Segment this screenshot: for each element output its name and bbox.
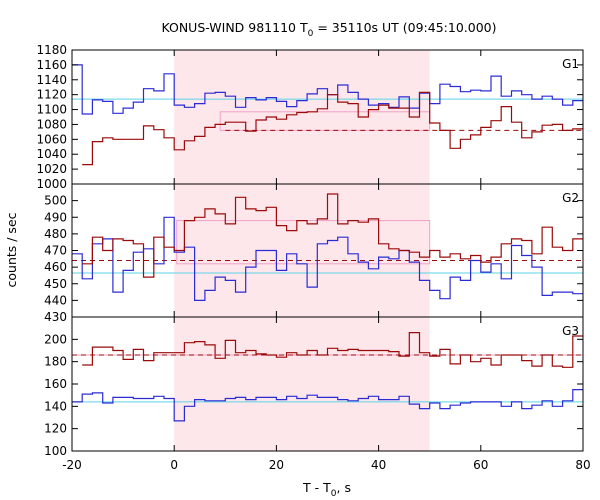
y-tick-label: 120 [44,422,67,436]
x-tick-label: 20 [269,458,284,472]
g3-red-series [82,332,583,368]
g2-red-series [82,193,583,278]
y-tick-label: 460 [44,260,67,274]
y-tick-label: 1100 [36,103,67,117]
y-tick-label: 480 [44,227,67,241]
y-tick-label: 1060 [36,132,67,146]
chart-title: KONUS-WIND 981110 T0 = 35110s UT (09:45:… [161,20,496,39]
y-tick-label: 1000 [36,177,67,191]
y-tick-label: 1080 [36,117,67,131]
g2-blue-series [72,216,583,301]
x-tick-label: 60 [473,458,488,472]
y-tick-label: 160 [44,377,67,391]
y-tick-label: 1180 [36,43,67,57]
x-tick-label: 80 [575,458,590,472]
y-tick-label: 500 [44,194,67,208]
g3-blue-series [72,389,583,422]
y-axis-label: counts / sec [4,212,19,287]
y-tick-label: 1140 [36,73,67,87]
y-tick-label: 180 [44,355,67,369]
y-tick-label: 1160 [36,58,67,72]
y-tick-label: 1120 [36,88,67,102]
g1-blue-series [72,64,583,115]
y-tick-label: 490 [44,210,67,224]
x-axis-label: T - T0, s [302,480,351,499]
y-tick-label: 1020 [36,162,67,176]
y-tick-label: 440 [44,293,67,307]
x-tick-label: 40 [371,458,386,472]
y-tick-label: 1040 [36,147,67,161]
y-tick-label: 430 [44,310,67,324]
g1-red-series [82,91,583,166]
y-tick-label: 100 [44,444,67,458]
plot-layer: 1000102010401060108011001120114011601180… [36,43,590,472]
shaded-interval [174,50,430,451]
x-tick-label: 0 [170,458,178,472]
g2-panel-label: G2 [562,191,579,205]
y-tick-label: 200 [44,332,67,346]
g3-panel-label: G3 [562,324,579,338]
y-tick-label: 450 [44,277,67,291]
y-tick-label: 470 [44,244,67,258]
y-tick-label: 140 [44,399,67,413]
g1-panel-label: G1 [562,57,579,71]
x-tick-label: -20 [62,458,82,472]
